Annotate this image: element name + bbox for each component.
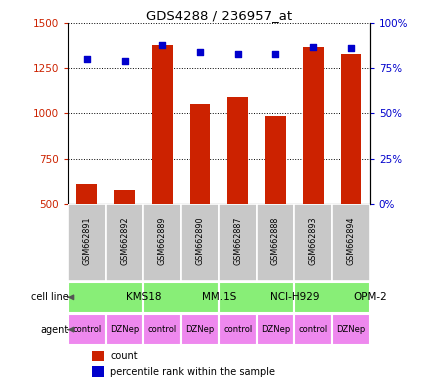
Point [83, 56, 90, 62]
Bar [143, 314, 181, 345]
Text: GSM662894: GSM662894 [346, 217, 355, 265]
Bar [332, 204, 370, 281]
Point [310, 43, 317, 50]
Text: control: control [147, 325, 177, 334]
Title: GDS4288 / 236957_at: GDS4288 / 236957_at [146, 9, 292, 22]
Text: control: control [298, 325, 328, 334]
Text: NCI-H929: NCI-H929 [269, 292, 319, 302]
Bar [106, 314, 143, 345]
Bar [114, 190, 135, 294]
Bar [257, 204, 294, 281]
Bar [106, 204, 143, 281]
Text: control: control [223, 325, 252, 334]
Point [197, 49, 204, 55]
Text: GSM662892: GSM662892 [120, 217, 129, 265]
Bar [190, 104, 210, 294]
Bar [181, 204, 219, 281]
Point [234, 51, 241, 57]
Bar [219, 204, 257, 281]
Text: OPM-2: OPM-2 [353, 292, 387, 302]
Text: MM.1S: MM.1S [202, 292, 236, 302]
Bar [92, 351, 104, 361]
Bar [219, 282, 294, 313]
Text: GSM662893: GSM662893 [309, 217, 317, 265]
Bar [143, 282, 219, 313]
Point [159, 41, 166, 48]
Text: count: count [110, 351, 138, 361]
Text: GSM662891: GSM662891 [82, 217, 91, 265]
Text: percentile rank within the sample: percentile rank within the sample [110, 367, 275, 377]
Text: GSM662889: GSM662889 [158, 217, 167, 265]
Bar [294, 314, 332, 345]
Text: DZNep: DZNep [336, 325, 366, 334]
Text: agent: agent [40, 324, 69, 334]
Text: control: control [72, 325, 102, 334]
Bar [68, 314, 106, 345]
Bar [181, 314, 219, 345]
Point [348, 45, 354, 51]
Text: GSM662887: GSM662887 [233, 217, 242, 265]
Text: GSM662888: GSM662888 [271, 217, 280, 265]
Bar [294, 282, 370, 313]
Text: GSM662890: GSM662890 [196, 217, 204, 265]
Point [121, 58, 128, 64]
Bar [143, 204, 181, 281]
Point [272, 51, 279, 57]
Bar [340, 54, 361, 294]
Bar [68, 282, 143, 313]
Bar [257, 314, 294, 345]
Text: cell line: cell line [31, 292, 69, 302]
Bar [68, 204, 106, 281]
Bar [152, 45, 173, 294]
Bar [332, 314, 370, 345]
Bar [294, 204, 332, 281]
Text: DZNep: DZNep [110, 325, 139, 334]
Bar [303, 46, 323, 294]
Bar [92, 366, 104, 377]
Text: KMS18: KMS18 [126, 292, 161, 302]
Text: DZNep: DZNep [261, 325, 290, 334]
Text: DZNep: DZNep [185, 325, 215, 334]
Bar [265, 116, 286, 294]
Bar [227, 97, 248, 294]
Bar [76, 184, 97, 294]
Bar [219, 314, 257, 345]
